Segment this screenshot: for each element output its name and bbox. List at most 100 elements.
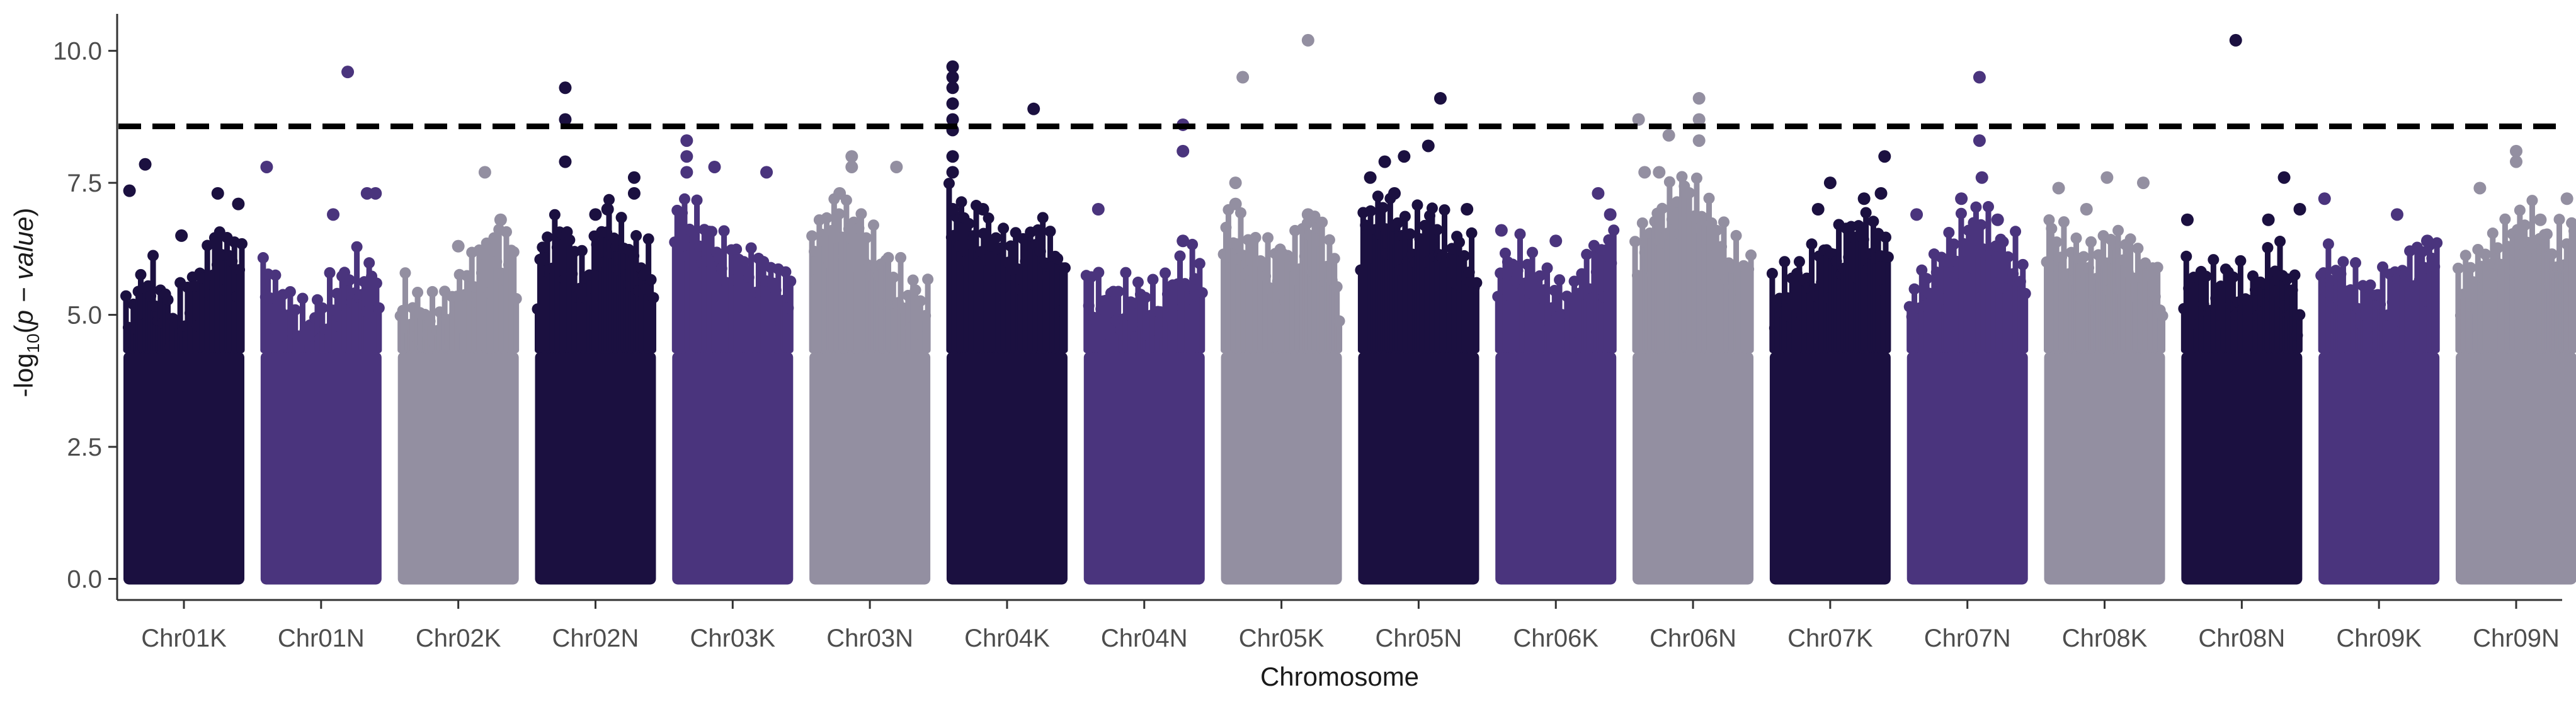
point-cloud-body: [2181, 352, 2303, 585]
data-point: [2180, 250, 2192, 262]
data-point: [1196, 287, 1208, 299]
point-cloud-body: [1221, 352, 1342, 585]
data-point: [1471, 277, 1483, 289]
data-point: [1879, 231, 1891, 243]
data-point: [343, 274, 355, 286]
peak-point: [2560, 192, 2573, 205]
chromosome-block-chr09n: [2453, 195, 2576, 585]
peak-point: [2420, 234, 2434, 248]
peak-point: [2390, 208, 2403, 221]
chromosome-block-chr04n: [1080, 238, 1208, 585]
peak-point: [1878, 150, 1891, 163]
x-tick-label: Chr08K: [2062, 625, 2148, 652]
data-point: [1730, 229, 1742, 241]
data-point: [1882, 251, 1894, 263]
data-point: [289, 304, 301, 316]
peak-point: [2510, 155, 2522, 168]
data-point: [2322, 238, 2334, 250]
data-point: [1793, 256, 1805, 268]
peak-point: [1973, 71, 1986, 84]
data-point: [738, 256, 749, 268]
data-point: [2294, 309, 2306, 321]
data-point: [2487, 228, 2499, 239]
data-point: [1745, 249, 1757, 261]
point-cloud-body: [2456, 352, 2576, 585]
peak-point: [1495, 224, 1508, 237]
y-axis-ticks: 0.0 2.5 5.0 7.5 10.0: [53, 38, 117, 593]
data-point: [1663, 176, 1675, 188]
peak-point: [2293, 203, 2306, 216]
peak-point: [833, 187, 846, 200]
x-tick-label: Chr07N: [1924, 625, 2011, 652]
data-point: [324, 267, 336, 279]
point-column: [2571, 231, 2576, 354]
x-tick-label: Chr05K: [1239, 625, 1325, 652]
peak-point: [1027, 102, 1040, 115]
data-point: [1112, 285, 1124, 297]
peak-point: [1461, 203, 1474, 216]
x-tick-label: Chr08N: [2198, 625, 2285, 652]
data-point: [2514, 204, 2526, 216]
peak-point: [1975, 171, 1988, 184]
data-point: [2043, 214, 2055, 226]
data-point: [2017, 258, 2029, 270]
data-point: [603, 193, 615, 205]
data-point: [2289, 269, 2301, 281]
data-point: [867, 219, 879, 231]
data-point: [1147, 274, 1159, 285]
data-point: [678, 193, 690, 205]
data-point: [2499, 213, 2511, 225]
data-point: [147, 250, 159, 262]
peak-point: [946, 113, 959, 126]
data-point: [120, 290, 132, 302]
peak-point: [2473, 182, 2487, 195]
peak-point: [494, 213, 507, 226]
data-point: [2058, 216, 2070, 228]
data-point: [2377, 261, 2389, 273]
data-point: [2526, 195, 2538, 207]
data-point: [1404, 228, 1416, 240]
point-column: [430, 291, 436, 354]
data-point: [2262, 242, 2274, 254]
data-point: [1093, 267, 1105, 279]
data-point: [1333, 315, 1345, 327]
data-point: [2492, 242, 2504, 254]
chromosome-block-chr05k: [1217, 204, 1345, 585]
peak-point: [1229, 176, 1242, 190]
data-point: [1234, 207, 1246, 219]
x-tick-label: Chr09N: [2473, 625, 2560, 652]
x-tick-label: Chr04K: [964, 625, 1050, 652]
data-point: [645, 274, 657, 285]
point-column: [925, 279, 931, 354]
data-point: [2208, 254, 2220, 266]
data-point: [1608, 224, 1620, 236]
point-column: [2022, 293, 2029, 354]
peak-point: [1177, 144, 1190, 158]
chromosome-block-chr08k: [2041, 214, 2169, 585]
point-column: [165, 299, 171, 354]
y-tick-label: 2.5: [67, 434, 102, 461]
peak-point: [976, 203, 989, 216]
data-point: [2227, 271, 2239, 283]
data-point: [257, 252, 269, 264]
data-point: [1916, 264, 1928, 276]
data-point: [1534, 270, 1546, 282]
peak-point: [845, 160, 858, 173]
y-tick-label: 5.0: [67, 302, 102, 330]
data-point: [1499, 247, 1511, 259]
data-point: [1044, 226, 1056, 238]
peak-point: [2100, 171, 2114, 184]
data-point: [1059, 262, 1071, 274]
x-tick-label: Chr06N: [1650, 625, 1736, 652]
data-point: [2200, 270, 2212, 282]
data-point: [284, 285, 296, 297]
x-tick-label: Chr05N: [1375, 625, 1462, 652]
peak-point: [946, 71, 959, 84]
data-point: [1955, 207, 1967, 219]
data-point: [2010, 226, 2022, 238]
peak-point: [1549, 234, 1563, 248]
point-column: [1473, 282, 1479, 354]
peak-point: [708, 160, 721, 173]
data-point: [1323, 234, 1335, 246]
